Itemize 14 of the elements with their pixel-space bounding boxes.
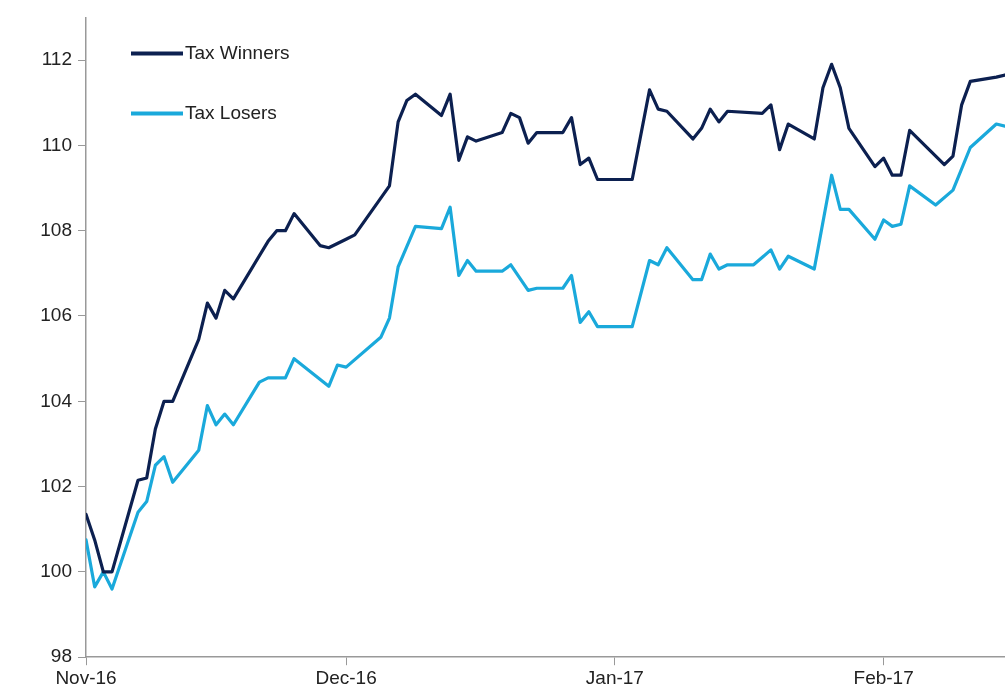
x-tick-label: Jan-17: [585, 666, 644, 688]
y-tick-label: 110: [41, 133, 72, 155]
y-tick-label: 108: [40, 218, 72, 240]
y-tick-label: 104: [40, 389, 73, 411]
y-tick-label: 100: [40, 560, 72, 582]
x-tick-label: Feb-17: [853, 666, 914, 688]
y-tick-label: 102: [40, 474, 72, 496]
x-tick-label: Nov-16: [55, 666, 117, 688]
legend-label: Tax Losers: [185, 101, 277, 123]
legend-label: Tax Winners: [185, 41, 290, 63]
y-tick-label: 112: [41, 48, 72, 70]
x-tick-label: Dec-16: [315, 666, 377, 688]
y-tick-label: 98: [50, 645, 72, 667]
y-tick-label: 106: [40, 304, 72, 326]
